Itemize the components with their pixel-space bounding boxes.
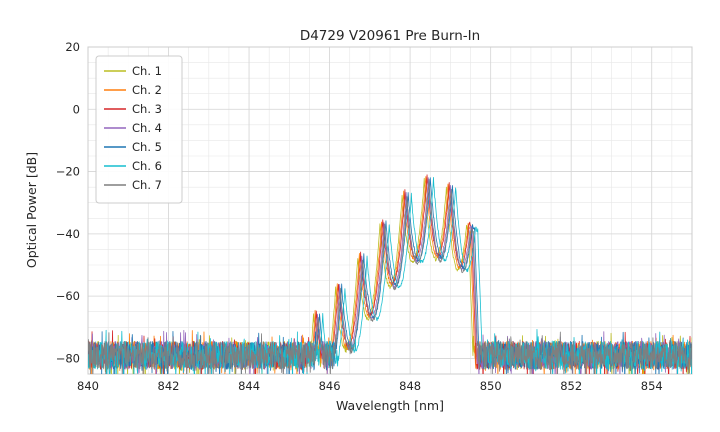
- legend-label: Ch. 5: [132, 140, 162, 154]
- y-tick-label: 20: [65, 40, 80, 54]
- y-tick-label: −20: [56, 165, 80, 179]
- y-axis-label: Optical Power [dB]: [24, 151, 39, 269]
- legend-item: Ch. 3: [104, 102, 162, 116]
- x-tick-label: 840: [77, 379, 99, 393]
- legend-item: Ch. 7: [104, 178, 162, 192]
- x-tick-label: 842: [158, 379, 180, 393]
- chart-title: D4729 V20961 Pre Burn-In: [299, 28, 481, 44]
- x-tick-label: 848: [399, 379, 421, 393]
- legend: Ch. 1 Ch. 2 Ch. 3 Ch. 4 Ch. 5 Ch. 6 Ch. 7: [95, 55, 183, 204]
- series-group: [88, 174, 692, 374]
- grid: [87, 46, 693, 375]
- x-tick-label: 854: [641, 379, 663, 393]
- x-tick-label: 846: [319, 379, 341, 393]
- series-line-7: [88, 178, 692, 374]
- legend-label: Ch. 4: [132, 121, 162, 135]
- plot-frame: [87, 46, 693, 375]
- legend-label: Ch. 7: [132, 178, 162, 192]
- legend-label: Ch. 6: [132, 159, 162, 173]
- legend-item: Ch. 5: [104, 140, 162, 154]
- x-tick-label: 844: [238, 379, 260, 393]
- tick-labels: 840 842 844 846 848 850 852 854 20 0 −20 −40 −60 −80: [56, 40, 663, 393]
- legend-item: Ch. 4: [104, 121, 162, 135]
- legend-label: Ch. 1: [132, 64, 162, 78]
- x-tick-label: 852: [560, 379, 582, 393]
- y-tick-label: 0: [73, 102, 80, 116]
- x-tick-label: 850: [480, 379, 502, 393]
- legend-item: Ch. 1: [104, 64, 162, 78]
- legend-label: Ch. 3: [132, 102, 162, 116]
- y-tick-label: −60: [56, 289, 80, 303]
- y-tick-label: −40: [56, 227, 80, 241]
- legend-label: Ch. 2: [132, 83, 162, 97]
- x-axis-label: Wavelength [nm]: [336, 398, 444, 413]
- y-tick-label: −80: [56, 351, 80, 365]
- legend-item: Ch. 2: [104, 83, 162, 97]
- legend-item: Ch. 6: [104, 159, 162, 173]
